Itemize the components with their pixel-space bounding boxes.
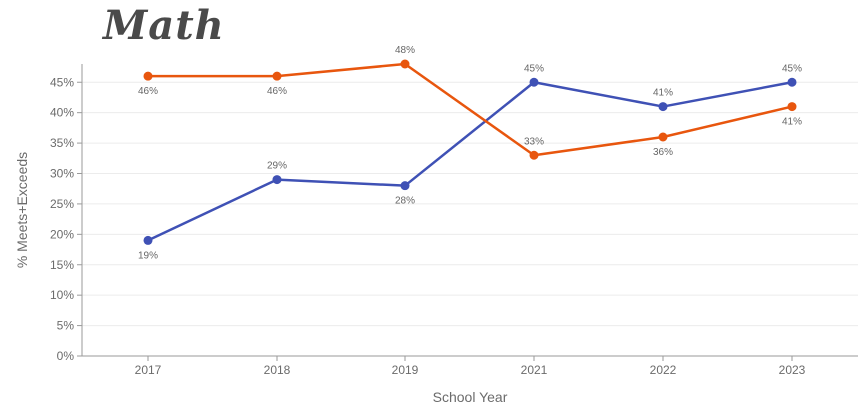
data-point bbox=[273, 175, 282, 184]
data-label: 46% bbox=[267, 86, 287, 97]
data-point bbox=[144, 72, 153, 81]
data-label: 41% bbox=[653, 88, 673, 99]
x-axis-title: School Year bbox=[433, 389, 508, 405]
x-tick-label: 2022 bbox=[650, 363, 677, 377]
data-point bbox=[788, 102, 797, 111]
data-label: 33% bbox=[524, 136, 544, 147]
x-tick-label: 2017 bbox=[135, 363, 162, 377]
data-point bbox=[530, 151, 539, 160]
series-line bbox=[148, 64, 792, 155]
series-lines bbox=[144, 60, 797, 245]
data-label: 28% bbox=[395, 196, 415, 207]
data-label: 29% bbox=[267, 161, 287, 172]
data-labels: 19% 29% 28% 45% 41% 45% 46% 46% 48% 33% 36% 41% bbox=[138, 45, 802, 261]
data-label: 48% bbox=[395, 45, 415, 56]
data-label: 45% bbox=[524, 63, 544, 74]
y-tick-label: 5% bbox=[57, 319, 75, 333]
x-tick-labels: 2017 2018 2019 2021 2022 2023 bbox=[135, 363, 806, 377]
y-tick-label: 30% bbox=[50, 167, 74, 181]
y-tick-label: 20% bbox=[50, 227, 74, 241]
x-tick-label: 2019 bbox=[392, 363, 419, 377]
data-label: 19% bbox=[138, 250, 158, 261]
data-point bbox=[273, 72, 282, 81]
data-point bbox=[401, 181, 410, 190]
x-tick-label: 2021 bbox=[521, 363, 548, 377]
data-point bbox=[144, 236, 153, 245]
y-tick-label: 15% bbox=[50, 258, 74, 272]
y-tick-label: 0% bbox=[57, 349, 75, 363]
data-label: 46% bbox=[138, 86, 158, 97]
x-tick-label: 2023 bbox=[779, 363, 806, 377]
data-point bbox=[659, 102, 668, 111]
data-label: 41% bbox=[782, 117, 802, 128]
y-tick-label: 40% bbox=[50, 106, 74, 120]
x-tick-label: 2018 bbox=[264, 363, 291, 377]
y-tick-label: 35% bbox=[50, 136, 74, 150]
y-tick-label: 10% bbox=[50, 288, 74, 302]
series-line bbox=[148, 82, 792, 240]
data-point bbox=[401, 60, 410, 69]
y-tick-labels: 0% 5% 10% 15% 20% 25% 30% 35% 40% 45% bbox=[50, 75, 74, 363]
data-point bbox=[530, 78, 539, 87]
y-tick-label: 45% bbox=[50, 75, 74, 89]
data-label: 36% bbox=[653, 147, 673, 158]
data-point bbox=[659, 133, 668, 142]
y-axis-title: % Meets+Exceeds bbox=[14, 152, 30, 268]
data-label: 45% bbox=[782, 63, 802, 74]
y-tick-label: 25% bbox=[50, 197, 74, 211]
data-point bbox=[788, 78, 797, 87]
